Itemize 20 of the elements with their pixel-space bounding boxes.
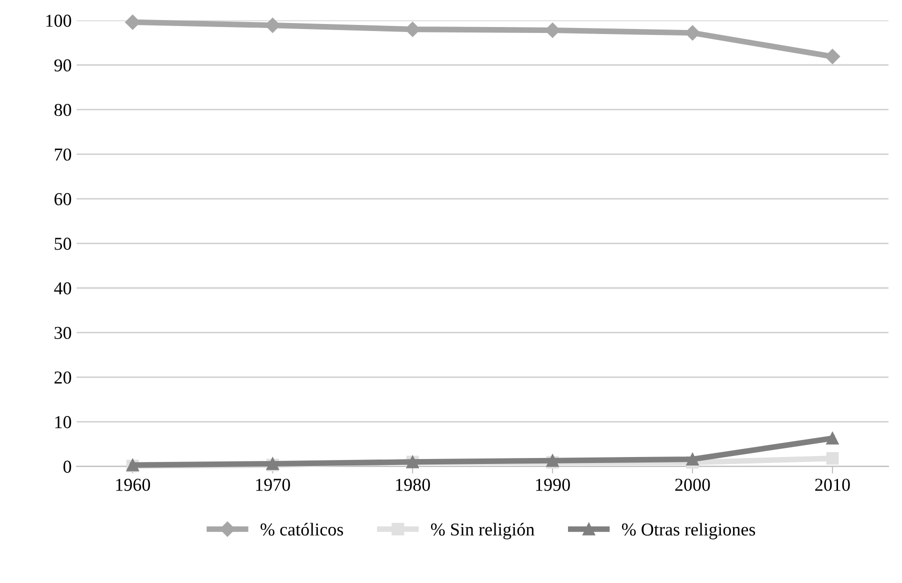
- y-tick-label: 50: [54, 238, 72, 250]
- y-tick-label: 100: [46, 14, 72, 27]
- y-tick-label: 20: [54, 371, 72, 384]
- x-tick-label: 2000: [675, 478, 710, 491]
- y-tick-label: 30: [54, 326, 72, 340]
- legend-label: % Sin religión: [430, 522, 534, 540]
- y-tick-label: 10: [55, 416, 72, 428]
- y-tick-label: 0: [63, 460, 72, 473]
- y-tick-label: 40: [54, 282, 72, 294]
- x-tick-label: 1990: [536, 478, 570, 491]
- legend-label: % católicos: [260, 522, 344, 536]
- y-tick-label: 80: [54, 104, 72, 116]
- legend-label: % Otras religiones: [622, 522, 756, 540]
- x-tick-label: 1980: [396, 478, 430, 491]
- y-tick-label: 90: [54, 59, 72, 72]
- y-tick-label: 60: [54, 193, 72, 206]
- y-tick-label: 70: [54, 148, 72, 161]
- x-tick-label: 1970: [256, 478, 290, 491]
- x-tick-label: 2010: [815, 478, 850, 491]
- x-tick-label: 1960: [116, 478, 150, 491]
